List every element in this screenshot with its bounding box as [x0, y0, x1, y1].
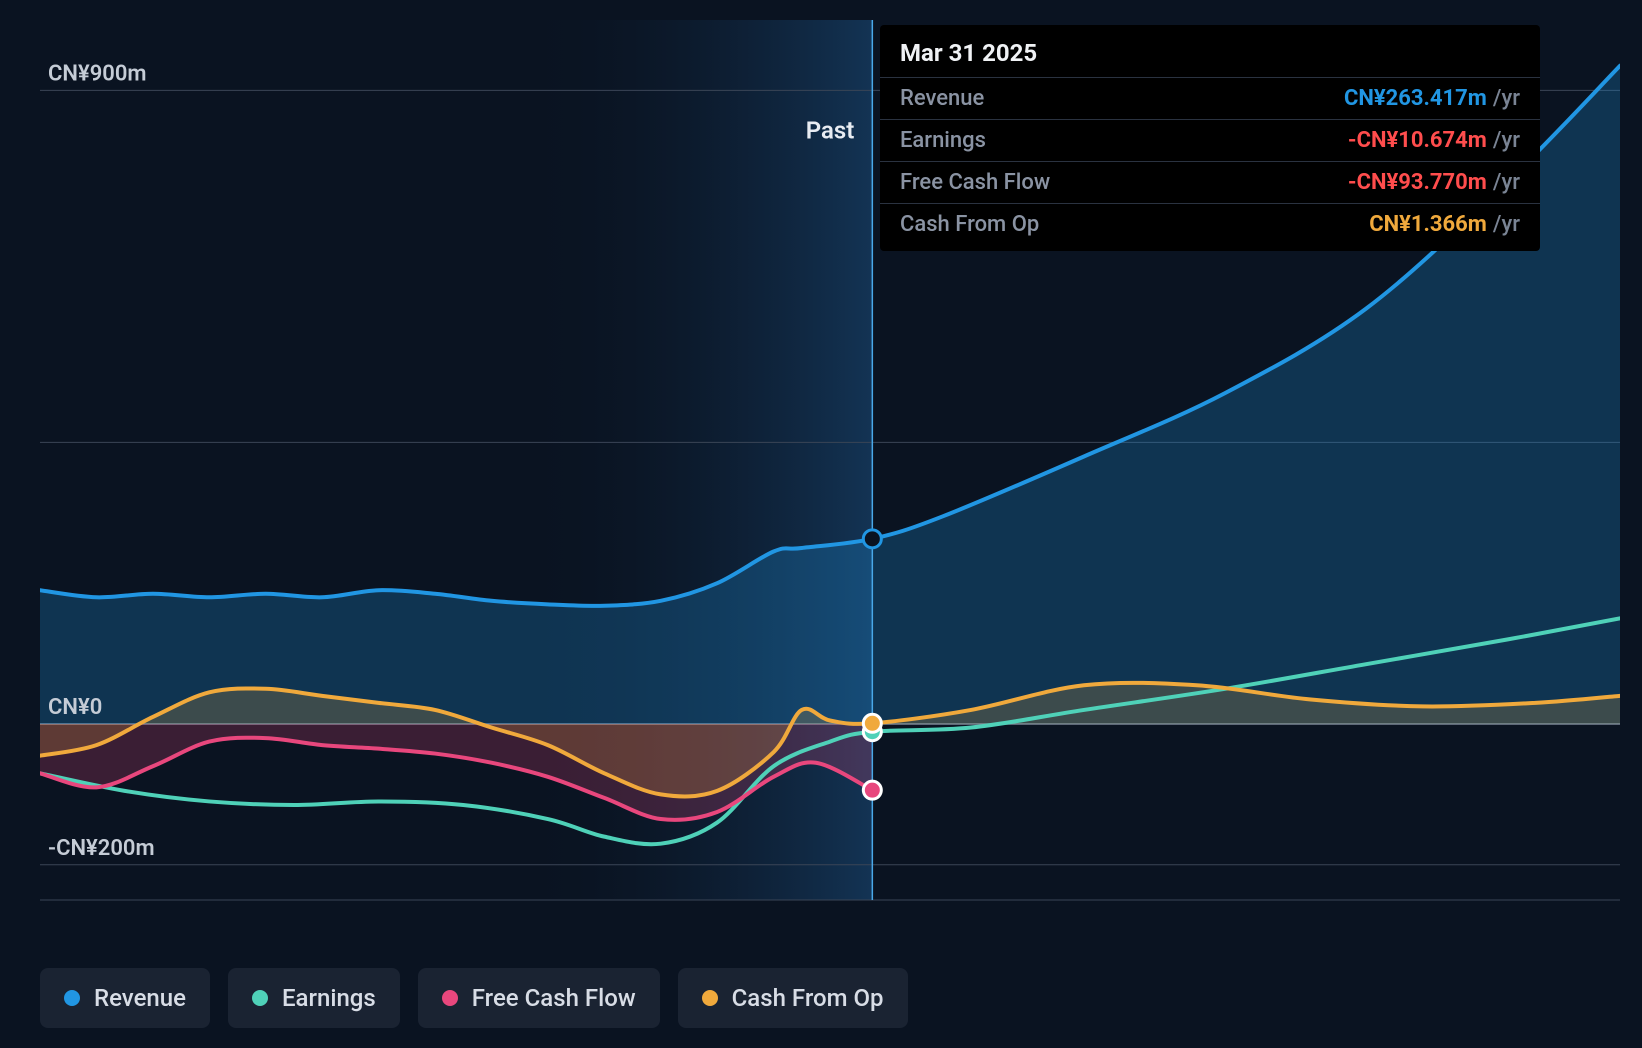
- legend-item-fcf[interactable]: Free Cash Flow: [418, 968, 660, 1028]
- tooltip-row-unit: /yr: [1493, 86, 1520, 111]
- tooltip-row: Free Cash Flow-CN¥93.770m/yr: [880, 162, 1540, 204]
- legend-dot-icon: [442, 990, 458, 1006]
- legend-item-revenue[interactable]: Revenue: [40, 968, 210, 1028]
- cfo-marker: [863, 714, 881, 732]
- tooltip-row: RevenueCN¥263.417m/yr: [880, 78, 1540, 120]
- tooltip-row-label: Revenue: [900, 86, 1344, 111]
- tooltip-row: Earnings-CN¥10.674m/yr: [880, 120, 1540, 162]
- chart-legend: Revenue Earnings Free Cash Flow Cash From O…: [40, 968, 908, 1028]
- legend-item-label: Cash From Op: [732, 984, 884, 1012]
- x-axis-label: 2026: [1059, 917, 1108, 920]
- x-axis-label: 2024: [495, 917, 544, 920]
- tooltip-row-value: CN¥1.366m: [1369, 212, 1487, 237]
- legend-dot-icon: [702, 990, 718, 1006]
- legend-item-cfo[interactable]: Cash From Op: [678, 968, 908, 1028]
- x-axis-label: 2027: [1341, 917, 1390, 920]
- tooltip-row-label: Free Cash Flow: [900, 170, 1348, 195]
- tooltip-row: Cash From OpCN¥1.366m/yr: [880, 204, 1540, 251]
- legend-item-earnings[interactable]: Earnings: [228, 968, 400, 1028]
- tooltip-row-label: Earnings: [900, 128, 1348, 153]
- y-axis-label: -CN¥200m: [48, 836, 155, 861]
- revenue-marker: [863, 530, 881, 548]
- x-axis-label: 2025: [777, 917, 826, 920]
- x-axis-label: 2023: [213, 917, 262, 920]
- tooltip-row-value: -CN¥93.770m: [1348, 170, 1487, 195]
- tooltip-row-unit: /yr: [1493, 128, 1520, 153]
- tooltip-row-label: Cash From Op: [900, 212, 1369, 237]
- y-axis-label: CN¥900m: [48, 61, 147, 86]
- tooltip-row-unit: /yr: [1493, 212, 1520, 237]
- fcf-marker: [863, 781, 881, 799]
- tooltip-row-value: CN¥263.417m: [1344, 86, 1487, 111]
- legend-item-label: Earnings: [282, 984, 376, 1012]
- hover-tooltip: Mar 31 2025 RevenueCN¥263.417m/yrEarning…: [880, 25, 1540, 251]
- tooltip-row-value: -CN¥10.674m: [1348, 128, 1487, 153]
- legend-item-label: Revenue: [94, 984, 186, 1012]
- y-axis-label: CN¥0: [48, 695, 102, 720]
- legend-dot-icon: [252, 990, 268, 1006]
- legend-dot-icon: [64, 990, 80, 1006]
- tooltip-row-unit: /yr: [1493, 170, 1520, 195]
- past-label: Past: [806, 116, 855, 144]
- tooltip-date: Mar 31 2025: [880, 25, 1540, 78]
- legend-item-label: Free Cash Flow: [472, 984, 636, 1012]
